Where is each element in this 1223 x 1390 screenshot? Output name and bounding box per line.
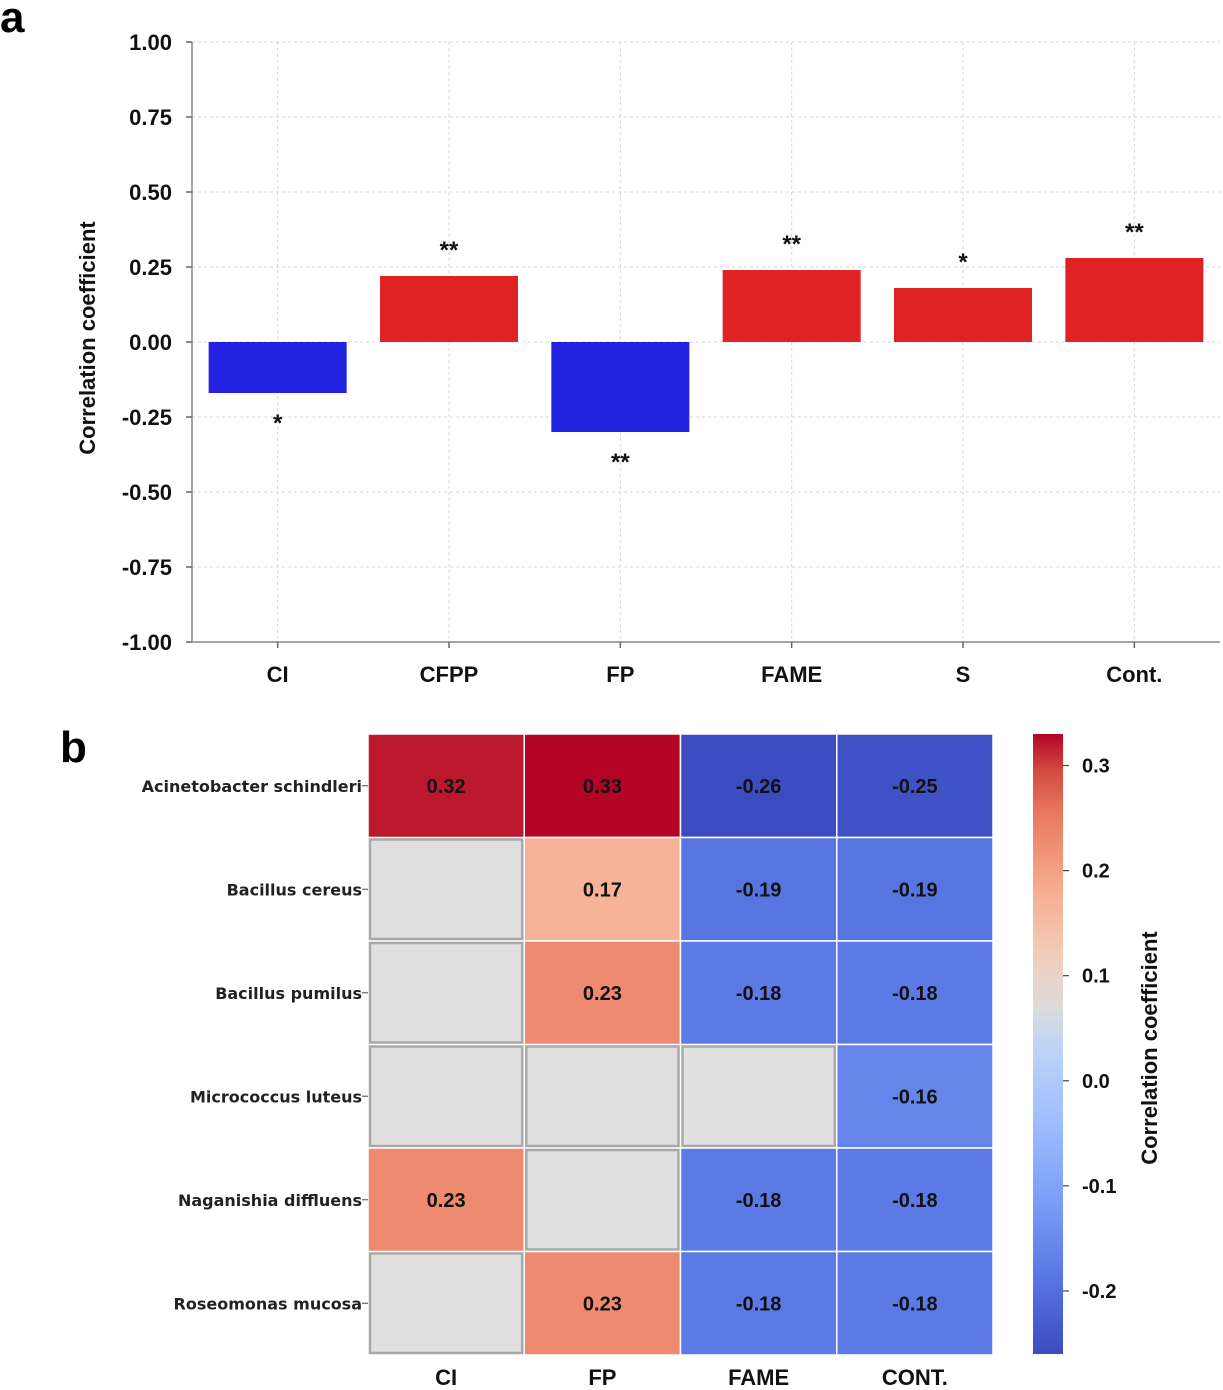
bar-fame [722, 270, 861, 342]
bar-fp [551, 342, 690, 432]
bar-ci [208, 342, 347, 393]
heatmap-cell [367, 1147, 525, 1253]
colorbar-ticks: 0.3 0.2 0.1 0.0 -0.1 -0.2 [1063, 756, 1116, 1303]
heatmap-cell-empty [368, 838, 524, 941]
x-tick-label: Cont. [1106, 662, 1162, 687]
heatmap-cell-empty [525, 1045, 680, 1148]
heatmap-cell-label: -0.18 [892, 1190, 938, 1212]
y-tick-label: 0.25 [129, 255, 172, 280]
colorbar-gradient [1033, 734, 1063, 1354]
y-tick-label: 0.75 [129, 105, 172, 130]
y-tick-label: 1.00 [129, 30, 172, 55]
heatmap-cell-label: -0.16 [892, 1086, 938, 1108]
bar-s [894, 288, 1032, 342]
heatmap-cell [836, 1250, 994, 1356]
heatmap-cell-label: -0.19 [736, 879, 782, 901]
heatmap-cell-empty [368, 941, 524, 1044]
y-axis-title: Correlation coefficient [75, 221, 100, 455]
significance-mark: * [958, 249, 968, 276]
heatmap-cells: 0.32 0.33 -0.26 -0.25 0.17 -0.19 -0.19 0.23 -0.1… [367, 733, 994, 1356]
y-tick-label: -0.50 [122, 480, 172, 505]
heatmap-cell [679, 1250, 838, 1356]
colorbar-tick-label: 0.0 [1082, 1071, 1110, 1093]
y-tick-label: -1.00 [122, 630, 172, 655]
heatmap-cell [836, 836, 994, 942]
bar-chart-bars [208, 258, 1204, 432]
heatmap-cell-label: -0.26 [736, 776, 782, 798]
heatmap-cell-label: 0.23 [427, 1190, 466, 1212]
colorbar-tick-label: -0.1 [1082, 1176, 1116, 1198]
significance-mark: ** [1125, 219, 1144, 246]
x-tick-label: CFPP [420, 662, 479, 687]
heatmap-row-labels: Acinetobacter schindleri Bacillus cereus B… [142, 777, 368, 1313]
heatmap-cell-label: -0.18 [736, 1190, 782, 1212]
heatmap-cell-label: -0.18 [892, 983, 938, 1005]
heatmap-row-label: Naganishia diffluens [178, 1191, 362, 1210]
y-tick-label: 0.50 [129, 180, 172, 205]
heatmap-cell [679, 733, 838, 839]
heatmap-cell-label: -0.25 [892, 776, 938, 798]
panel-label-b: b [60, 723, 87, 772]
x-tick-label: CI [267, 662, 289, 687]
heatmap-row-label: Roseomonas mucosa [174, 1294, 362, 1313]
bar-chart-x-ticks: CI CFPP FP FAME S Cont. [267, 642, 1162, 687]
bar-chart-y-ticks: 1.00 0.75 0.50 0.25 0.00 -0.25 -0.50 -0.75 -1.00 [122, 30, 192, 655]
heatmap-cell-label: 0.23 [583, 983, 622, 1005]
heatmap-cell-label: -0.18 [892, 1293, 938, 1315]
heatmap-column-label: FP [588, 1365, 616, 1390]
colorbar-tick-label: -0.2 [1082, 1281, 1116, 1303]
heatmap-cell [679, 1147, 838, 1253]
heatmap-cell-label: -0.19 [892, 879, 938, 901]
heatmap-cell-label: -0.18 [736, 1293, 782, 1315]
heatmap-cell-label: 0.17 [583, 879, 622, 901]
bar-chart-significance-marks: ********** [273, 219, 1144, 476]
significance-mark: ** [440, 237, 459, 264]
heatmap-panel-b: 0.32 0.33 -0.26 -0.25 0.17 -0.19 -0.19 0.23 -0.1… [142, 733, 1162, 1390]
heatmap-cell [679, 940, 838, 1046]
bar-cont [1065, 258, 1204, 342]
heatmap-row-label: Micrococcus luteus [190, 1087, 362, 1106]
heatmap-cell-empty [368, 1045, 524, 1148]
heatmap-cell-empty [525, 1148, 680, 1251]
x-tick-label: FP [606, 662, 634, 687]
colorbar: 0.3 0.2 0.1 0.0 -0.1 -0.2 Correlation coeffic… [1033, 734, 1162, 1354]
heatmap-cell [523, 1250, 682, 1356]
heatmap-cell [523, 940, 682, 1046]
heatmap-cell [836, 733, 994, 839]
colorbar-tick-label: 0.1 [1082, 966, 1110, 988]
heatmap-cell-label: 0.32 [427, 776, 466, 798]
x-tick-label: S [956, 662, 971, 687]
heatmap-column-label: CONT. [882, 1365, 948, 1390]
y-tick-label: 0.00 [129, 330, 172, 355]
heatmap-cell-label: -0.18 [736, 983, 782, 1005]
y-tick-label: -0.75 [122, 555, 172, 580]
heatmap-row-label: Bacillus pumilus [215, 984, 362, 1003]
heatmap-column-label: CI [435, 1365, 457, 1390]
colorbar-tick-label: 0.2 [1082, 861, 1110, 883]
heatmap-cell-empty [681, 1045, 836, 1148]
heatmap-cell-label: 0.23 [583, 1293, 622, 1315]
heatmap-cell [836, 1147, 994, 1253]
y-tick-label: -0.25 [122, 405, 172, 430]
significance-mark: ** [611, 449, 630, 476]
heatmap-cell-empty [368, 1252, 524, 1355]
heatmap-row-label: Bacillus cereus [227, 880, 362, 899]
x-tick-label: FAME [761, 662, 822, 687]
heatmap-cell [836, 1043, 994, 1149]
heatmap-column-labels: CI FP FAME CONT. [435, 1365, 948, 1390]
heatmap-cell [523, 836, 682, 942]
panel-label-a: a [0, 0, 25, 42]
bar-chart-panel-a: 1.00 0.75 0.50 0.25 0.00 -0.25 -0.50 -0.75 -1.00… [75, 30, 1220, 687]
bar-cfpp [380, 276, 518, 342]
heatmap-column-label: FAME [728, 1365, 789, 1390]
colorbar-tick-label: 0.3 [1082, 756, 1110, 778]
significance-mark: * [273, 410, 283, 437]
significance-mark: ** [782, 231, 801, 258]
heatmap-row-label: Acinetobacter schindleri [142, 777, 362, 796]
colorbar-title: Correlation coefficient [1137, 931, 1162, 1165]
heatmap-cell-label: 0.33 [583, 776, 622, 798]
